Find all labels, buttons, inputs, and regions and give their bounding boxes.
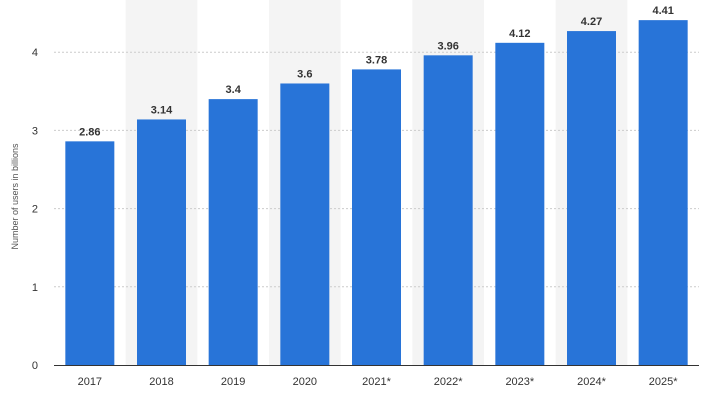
data-label: 4.27 xyxy=(581,16,602,28)
y-tick-label: 0 xyxy=(32,360,38,372)
x-tick-label: 2018 xyxy=(149,376,173,388)
data-label: 4.41 xyxy=(652,5,673,17)
y-tick-label: 2 xyxy=(32,204,38,216)
x-tick-label: 2023* xyxy=(505,376,534,388)
x-tick-label: 2025* xyxy=(649,376,678,388)
x-axis-tick-labels: 2017 2018 2019 2020 2021* 2022* 2023* 2024* 2025… xyxy=(78,376,679,388)
bar[interactable] xyxy=(208,99,258,366)
data-label: 3.4 xyxy=(226,84,242,96)
data-label: 3.78 xyxy=(366,54,387,66)
x-tick-label: 2021* xyxy=(362,376,391,388)
bar[interactable] xyxy=(280,83,330,365)
x-tick-label: 2019 xyxy=(221,376,245,388)
y-tick-label: 4 xyxy=(32,47,38,59)
y-tick-label: 3 xyxy=(32,125,38,137)
x-tick-label: 2022* xyxy=(434,376,463,388)
bars xyxy=(65,20,688,366)
bar[interactable] xyxy=(352,69,401,366)
y-axis-title: Number of users in billions xyxy=(10,143,20,250)
data-label: 3.6 xyxy=(297,68,312,80)
y-tick-label: 1 xyxy=(32,282,38,294)
data-label: 3.14 xyxy=(151,104,173,116)
bar[interactable] xyxy=(495,42,545,365)
bar[interactable] xyxy=(65,141,115,365)
data-labels: 2.86 3.14 3.4 3.6 3.78 3.96 4.12 4.27 4.41 xyxy=(79,5,674,138)
bar[interactable] xyxy=(567,31,616,366)
data-label: 3.96 xyxy=(437,40,458,52)
y-axis-tick-labels: 0 1 2 3 4 xyxy=(32,47,38,372)
x-tick-label: 2020 xyxy=(293,376,317,388)
data-label: 2.86 xyxy=(79,126,100,138)
x-tick-label: 2017 xyxy=(78,376,102,388)
bar[interactable] xyxy=(137,119,186,366)
x-tick-label: 2024* xyxy=(577,376,606,388)
bar[interactable] xyxy=(638,20,688,365)
bar[interactable] xyxy=(423,55,473,365)
data-label: 4.12 xyxy=(509,28,530,40)
